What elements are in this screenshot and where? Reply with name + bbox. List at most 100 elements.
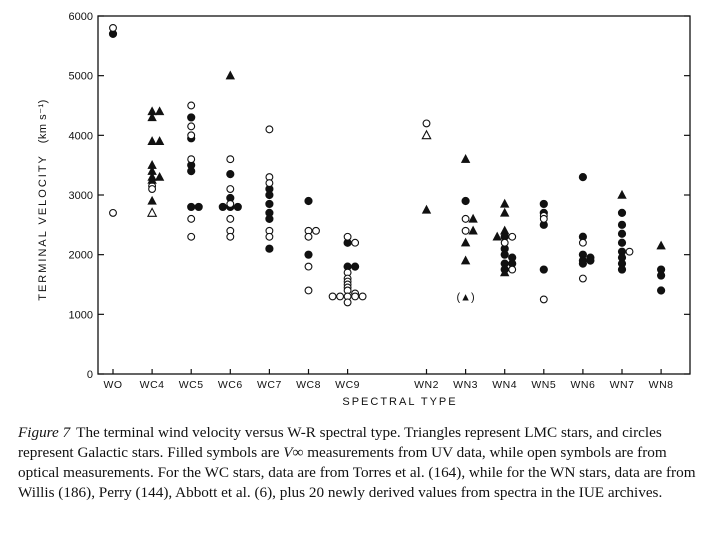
point-open-circle bbox=[351, 238, 360, 247]
point-filled-circle bbox=[187, 202, 196, 212]
point-filled-triangle bbox=[500, 267, 510, 277]
x-tick-label: WO bbox=[103, 379, 122, 391]
point-open-circle bbox=[226, 155, 235, 164]
data-points bbox=[108, 23, 666, 307]
point-open-circle bbox=[625, 247, 634, 256]
point-filled-circle bbox=[187, 167, 196, 176]
point-open-circle bbox=[304, 262, 313, 271]
x-tick-label: WC6 bbox=[218, 379, 243, 391]
point-open-circle bbox=[539, 295, 548, 304]
point-open-circle bbox=[109, 23, 117, 32]
point-open-circle bbox=[226, 185, 235, 193]
x-tick-label: WC5 bbox=[179, 379, 204, 391]
point-open-circle bbox=[578, 238, 587, 247]
point-open-circle bbox=[226, 200, 235, 208]
point-filled-circle bbox=[304, 250, 313, 259]
x-tick-label: WC8 bbox=[296, 379, 321, 391]
y-axis-title: TERMINAL VELOCITY (km s⁻¹) bbox=[37, 99, 49, 301]
point-open-circle bbox=[304, 286, 313, 295]
x-tick-label: WN3 bbox=[453, 379, 478, 391]
point-filled-triangle bbox=[656, 240, 666, 250]
y-tick-label: 4000 bbox=[69, 130, 93, 142]
x-axis-ticks: WO WC4 WC5 WC6 WC7 WC8 WC9 WN2 WN3 WN4 WN5 WN6 WN7 WN… bbox=[103, 369, 673, 391]
point-open-circle bbox=[358, 292, 367, 301]
point-filled-circle bbox=[586, 256, 595, 265]
point-filled-triangle bbox=[500, 225, 510, 235]
point-open-circle bbox=[187, 131, 196, 140]
y-axis-ticks: 0 1000 2000 3000 4000 5000 6000 bbox=[69, 11, 690, 381]
point-filled-circle bbox=[265, 244, 274, 253]
y-axis-title-unit: (km s⁻¹) bbox=[37, 99, 49, 143]
x-tick-label: WN4 bbox=[492, 379, 517, 391]
point-open-circle bbox=[265, 232, 274, 241]
annotation-label: (▲) bbox=[456, 291, 474, 303]
x-tick-label: WN7 bbox=[610, 379, 635, 391]
point-filled-triangle bbox=[468, 225, 478, 235]
point-open-circle bbox=[508, 265, 517, 274]
point-open-circle bbox=[304, 232, 313, 241]
point-filled-circle bbox=[351, 262, 360, 271]
y-axis-title-text: TERMINAL VELOCITY bbox=[37, 154, 49, 300]
point-open-circle bbox=[265, 125, 274, 134]
point-filled-triangle bbox=[500, 207, 510, 217]
point-filled-circle bbox=[617, 220, 627, 229]
caption-vinf-symbol: V∞ bbox=[283, 444, 304, 461]
caption-text-after: measurements from UV data, while open sy… bbox=[18, 444, 696, 501]
point-filled-triangle bbox=[421, 204, 432, 214]
chart-annotations: (▲) bbox=[456, 291, 474, 303]
point-filled-triangle bbox=[460, 255, 471, 265]
point-filled-circle bbox=[226, 170, 235, 179]
point-open-triangle bbox=[146, 207, 158, 217]
y-tick-label: 2000 bbox=[69, 250, 93, 262]
point-filled-triangle bbox=[154, 171, 165, 181]
x-tick-label: WC9 bbox=[335, 379, 360, 391]
point-open-circle bbox=[328, 292, 337, 301]
point-filled-circle bbox=[539, 265, 548, 274]
point-open-circle bbox=[187, 232, 196, 241]
point-open-circle bbox=[343, 232, 352, 241]
y-tick-label: 5000 bbox=[69, 71, 93, 83]
point-filled-circle bbox=[500, 250, 509, 259]
point-open-triangle bbox=[421, 129, 432, 140]
x-tick-label: WC7 bbox=[257, 379, 282, 391]
point-open-circle bbox=[461, 214, 470, 223]
point-open-circle bbox=[226, 214, 235, 223]
point-open-circle bbox=[187, 101, 196, 110]
x-tick-label: WN5 bbox=[531, 379, 556, 391]
x-tick-label: WC4 bbox=[140, 379, 165, 391]
point-open-circle bbox=[312, 226, 320, 235]
point-filled-triangle bbox=[617, 189, 627, 199]
y-tick-label: 3000 bbox=[69, 190, 93, 202]
point-filled-circle bbox=[233, 202, 242, 212]
point-open-circle bbox=[508, 232, 517, 241]
point-open-circle bbox=[187, 122, 196, 131]
point-filled-circle bbox=[578, 259, 588, 268]
point-open-circle bbox=[500, 238, 509, 247]
point-open-circle bbox=[265, 179, 274, 188]
point-open-circle bbox=[539, 214, 548, 223]
point-filled-triangle bbox=[147, 112, 157, 122]
point-filled-triangle bbox=[147, 174, 157, 184]
point-filled-triangle bbox=[460, 237, 471, 247]
point-filled-circle bbox=[265, 199, 274, 209]
point-open-circle bbox=[226, 232, 235, 241]
figure-label: Figure 7 bbox=[18, 424, 71, 441]
point-open-circle bbox=[148, 185, 157, 193]
caption-text-before: The terminal wind velocity versus W-R sp… bbox=[18, 424, 662, 461]
point-open-circle bbox=[336, 292, 345, 301]
point-filled-circle bbox=[617, 265, 627, 274]
point-filled-triangle bbox=[460, 154, 471, 163]
point-filled-triangle bbox=[147, 136, 157, 145]
point-open-circle bbox=[187, 155, 196, 164]
y-tick-label: 0 bbox=[87, 369, 93, 381]
x-tick-label: WN6 bbox=[570, 379, 595, 391]
point-open-circle bbox=[422, 119, 431, 128]
x-axis-title: SPECTRAL TYPE bbox=[342, 396, 457, 408]
chart-axes bbox=[97, 15, 691, 375]
point-filled-circle bbox=[578, 173, 588, 182]
point-open-circle bbox=[343, 298, 352, 307]
point-filled-triangle bbox=[154, 136, 165, 145]
point-filled-triangle bbox=[147, 195, 157, 205]
point-filled-triangle bbox=[154, 106, 165, 116]
x-tick-label: WN2 bbox=[414, 379, 439, 391]
